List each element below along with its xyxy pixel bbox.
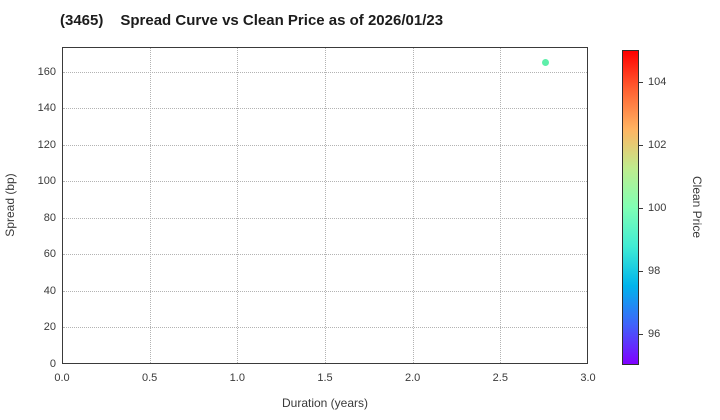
colorbar-tick-mark — [639, 270, 643, 272]
colorbar-tick-label: 100 — [648, 201, 667, 214]
x-gridline — [500, 48, 502, 363]
x-tick-label: 0.5 — [142, 372, 158, 384]
chart-title-text: Spread Curve vs Clean Price as of 2026/0… — [120, 12, 444, 29]
y-tick-label: 20 — [43, 321, 56, 334]
scatter-point — [542, 59, 550, 67]
chart-title: (3465) Spread Curve vs Clean Price as of … — [60, 12, 443, 29]
x-gridline — [412, 48, 414, 363]
x-tick-label: 1.5 — [317, 372, 333, 384]
colorbar-tick-label: 102 — [648, 138, 667, 151]
y-tick-label: 40 — [43, 284, 56, 297]
y-tick-label: 80 — [43, 211, 56, 224]
x-gridline — [237, 48, 239, 363]
x-tick-label: 0.0 — [54, 372, 70, 384]
y-tick-label: 120 — [37, 138, 56, 151]
colorbar-tick-mark — [639, 81, 643, 83]
colorbar-tick-mark — [639, 333, 643, 335]
y-tick-label: 60 — [43, 248, 56, 261]
colorbar — [622, 50, 639, 365]
colorbar-tick-label: 98 — [648, 264, 661, 277]
x-gridline — [149, 48, 151, 363]
y-tick-label: 140 — [37, 102, 56, 115]
colorbar-tick-label: 96 — [648, 327, 661, 340]
colorbar-tick-mark — [639, 144, 643, 146]
y-tick-label: 160 — [37, 65, 56, 78]
colorbar-label: Clean Price — [690, 175, 704, 239]
colorbar-tick-mark — [639, 207, 643, 209]
colorbar-tick-label: 104 — [648, 75, 667, 88]
x-tick-label: 3.0 — [580, 372, 596, 384]
x-tick-label: 2.0 — [405, 372, 421, 384]
x-tick-label: 2.5 — [492, 372, 508, 384]
y-tick-label: 0 — [49, 358, 56, 370]
x-tick-label: 1.0 — [229, 372, 245, 384]
x-gridline — [325, 48, 326, 363]
y-tick-label: 100 — [37, 175, 56, 188]
chart-title-code: (3465) — [60, 12, 104, 29]
x-axis-label: Duration (years) — [281, 396, 369, 410]
